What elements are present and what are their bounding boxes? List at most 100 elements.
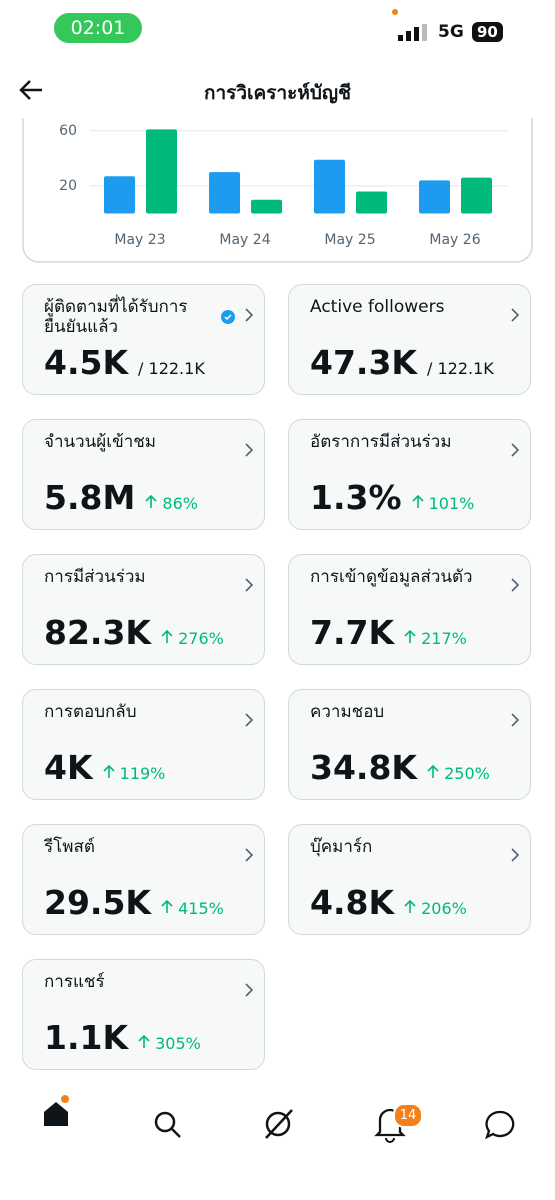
change: 415% (161, 899, 224, 918)
value: 7.7K (310, 613, 395, 652)
home-tab[interactable] (44, 1095, 69, 1126)
bar (356, 191, 387, 214)
stat-card[interactable]: การเข้าดูข้อมูลส่วนตัว 7.7K 217% (288, 554, 531, 665)
change: 206% (404, 899, 467, 918)
change-text: 101% (428, 494, 475, 513)
stat-card[interactable]: รีโพสต์ 29.5K 415% (22, 824, 265, 935)
stat-card[interactable]: จำนวนผู้เข้าชม 5.8M 86% (22, 419, 265, 530)
stat-card[interactable]: ผู้ติดตามที่ได้รับการยืนยันแล้ว 4.5K / 122… (22, 284, 265, 395)
up-arrow (138, 1034, 150, 1048)
up-arrow (145, 494, 157, 508)
total: / 122.1K (427, 359, 494, 378)
back-button[interactable] (18, 78, 44, 102)
card-label: การเข้าดูข้อมูลส่วนตัว (310, 567, 473, 587)
bar (146, 129, 177, 214)
change-text: 250% (444, 764, 490, 783)
card-value: 7.7K 217% (310, 613, 467, 652)
bar (419, 180, 450, 214)
up-arrow (404, 629, 416, 643)
change-text: 206% (421, 899, 467, 918)
chevron (244, 847, 254, 867)
signal-icon (398, 24, 427, 41)
status-bar: 02:01 5G 90 (0, 0, 555, 60)
card-label: การมีส่วนร่วม (44, 567, 146, 587)
card-value: 82.3K 276% (44, 613, 224, 652)
chevron (510, 442, 520, 462)
indicator (392, 9, 398, 15)
network: 5G (438, 22, 464, 42)
card-value: 4K 119% (44, 748, 165, 787)
card-value: 1.1K 305% (44, 1018, 201, 1057)
up-arrow (411, 494, 424, 508)
chart: 20 60 May 23 May 24 May 25 May 26 (22, 94, 533, 263)
card-label: จำนวนผู้เข้าชม (44, 432, 156, 452)
bar (461, 177, 492, 214)
stat-card[interactable]: ความชอบ 34.8K 250% (288, 689, 531, 800)
change-text: 217% (421, 629, 467, 648)
y-tick-label: 60 (59, 123, 77, 139)
card-label: อัตราการมีส่วนร่วม (310, 432, 452, 452)
change: 250% (427, 764, 490, 783)
card-value: 4.5K / 122.1K (44, 343, 205, 382)
stat-card[interactable]: การมีส่วนร่วม 82.3K 276% (22, 554, 265, 665)
card-value: 29.5K 415% (44, 883, 224, 922)
x-tick-label: May 25 (324, 232, 375, 248)
chevron (244, 982, 254, 1002)
search-tab[interactable] (154, 1111, 181, 1138)
card-label: Active followers (310, 297, 445, 317)
stat-card[interactable]: การแชร์ 1.1K 305% (22, 959, 265, 1070)
bottom-nav (44, 1095, 515, 1143)
x-tick-label: May 26 (429, 232, 480, 248)
bar (314, 159, 345, 214)
bar (104, 176, 135, 214)
stat-card[interactable]: บุ๊คมาร์ก 4.8K 206% (288, 824, 531, 935)
x-tick-label: May 24 (219, 232, 270, 248)
stat-card[interactable]: การตอบกลับ 4K 119% (22, 689, 265, 800)
bar (209, 172, 240, 214)
chevron (244, 712, 254, 732)
card-label: รีโพสต์ (44, 837, 95, 857)
change: 86% (145, 494, 198, 513)
value: 4K (44, 748, 93, 787)
card-label: การแชร์ (44, 972, 105, 992)
chevron (510, 712, 520, 732)
chevron (510, 847, 520, 867)
card-value: 47.3K / 122.1K (310, 343, 494, 382)
value: 4.8K (310, 883, 395, 922)
value: 47.3K (310, 343, 417, 382)
change-text: 276% (178, 629, 224, 648)
grok-tab[interactable] (265, 1109, 293, 1139)
bar (251, 199, 282, 214)
total: / 122.1K (138, 359, 205, 378)
value: 34.8K (310, 748, 417, 787)
change: 305% (138, 1034, 201, 1053)
value: 1.1K (44, 1018, 129, 1057)
chevron (244, 577, 254, 597)
card-label: ผู้ติดตามที่ได้รับการยืนยันแล้ว (44, 297, 188, 337)
change: 119% (102, 764, 165, 783)
y-tick-label: 20 (59, 178, 77, 194)
up-arrow (161, 899, 173, 913)
change: 276% (161, 629, 224, 648)
messages-tab[interactable] (485, 1110, 515, 1140)
up-arrow (161, 629, 173, 643)
card-label: ความชอบ (310, 702, 385, 722)
up-arrow (427, 764, 439, 778)
value: 29.5K (44, 883, 151, 922)
value: 4.5K (44, 343, 129, 382)
x-tick-label: May 23 (114, 232, 165, 248)
up-arrow (404, 899, 416, 913)
verified-badge (221, 309, 235, 328)
change-text: 415% (178, 899, 224, 918)
chevron (244, 307, 254, 327)
stat-card[interactable]: อัตราการมีส่วนร่วม 1.3% 101% (288, 419, 531, 530)
battery: 90 (472, 22, 503, 42)
stat-card[interactable]: Active followers 47.3K / 122.1K (288, 284, 531, 395)
title: การวิเคราะห์บัญชี (204, 82, 351, 104)
header: การวิเคราะห์บัญชี (0, 60, 555, 118)
change-text: 86% (162, 494, 198, 513)
card-label: บุ๊คมาร์ก (310, 837, 373, 857)
card-value: 4.8K 206% (310, 883, 467, 922)
change-text: 305% (155, 1034, 201, 1053)
